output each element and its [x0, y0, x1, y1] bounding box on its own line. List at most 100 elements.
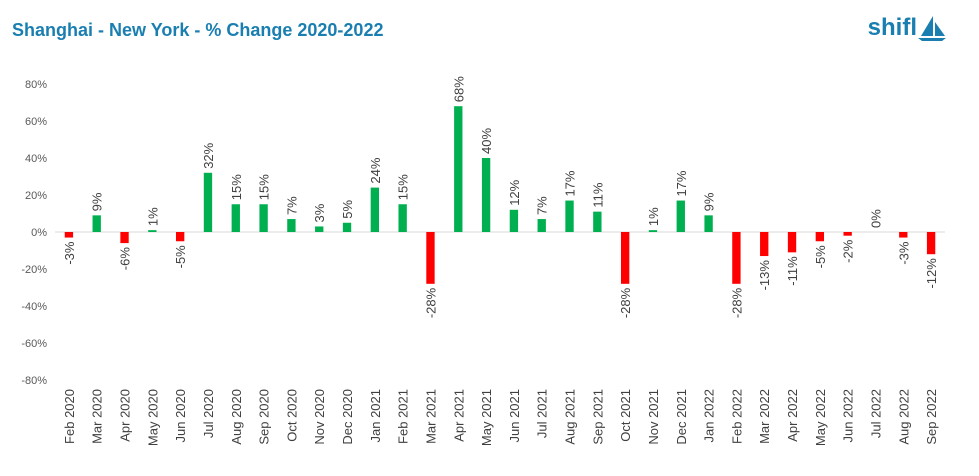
bar	[481, 158, 491, 232]
bar	[370, 187, 380, 232]
logo-text: shifl	[867, 14, 917, 41]
x-tick-label: Apr 2021	[451, 389, 466, 442]
y-tick-label: -20%	[21, 264, 47, 276]
y-tick-label: 20%	[25, 190, 47, 202]
data-label: 15%	[229, 174, 244, 200]
x-tick-label: Oct 2021	[618, 389, 633, 442]
data-label: 11%	[590, 182, 605, 207]
bar	[926, 232, 936, 255]
x-tick-label: Dec 2020	[340, 389, 355, 445]
data-label: 7%	[535, 196, 550, 215]
data-label: 0%	[868, 209, 883, 228]
data-labels: -3% 9% -6% 1% -5% 32% 15% 15% 7% 3% 5% 24% 15% -28% 68…	[62, 76, 939, 318]
x-tick-label: Aug 2021	[563, 389, 578, 445]
bar	[148, 230, 157, 232]
shifl-logo: shifl	[868, 14, 947, 42]
data-label: 15%	[396, 174, 411, 200]
data-label: 24%	[368, 157, 383, 183]
x-tick-label: May 2021	[479, 389, 494, 446]
data-label: -13%	[757, 260, 772, 291]
bar	[92, 215, 101, 232]
y-tick-label: 60%	[25, 116, 47, 128]
y-tick-label: -40%	[21, 301, 47, 313]
bars	[64, 106, 936, 284]
y-tick-label: -80%	[21, 375, 47, 387]
x-tick-label: Mar 2022	[757, 389, 772, 444]
bar	[620, 232, 630, 284]
data-label: -5%	[813, 245, 828, 269]
bar	[843, 232, 852, 236]
data-label: -6%	[118, 247, 133, 271]
x-tick-label: Jul 2021	[535, 389, 550, 438]
x-tick-label: Jan 2021	[368, 389, 383, 443]
bar	[454, 106, 463, 232]
data-label: -12%	[924, 258, 939, 289]
x-tick-label: Jul 2022	[868, 389, 883, 438]
data-label: 7%	[284, 196, 299, 215]
bar	[231, 204, 240, 232]
data-label: 5%	[340, 200, 355, 219]
data-label: 40%	[479, 128, 494, 154]
x-axis: Feb 2020 Mar 2020 Apr 2020 May 2020 Jun 2020…	[62, 389, 939, 446]
bar	[676, 200, 685, 232]
x-tick-label: Mar 2021	[423, 389, 438, 444]
x-tick-label: Nov 2021	[646, 389, 661, 445]
x-tick-label: Sep 2021	[590, 389, 605, 445]
y-axis: 80% 60% 40% 20% 0% -20% -40% -60% -80%	[21, 79, 945, 387]
bar	[899, 232, 908, 238]
data-label: -3%	[896, 241, 911, 265]
bar	[648, 230, 658, 232]
bar	[287, 219, 296, 232]
data-label: 32%	[201, 142, 216, 168]
data-label: 9%	[90, 192, 105, 211]
bar	[259, 204, 268, 232]
x-tick-label: Nov 2020	[312, 389, 327, 445]
x-tick-label: Sep 2020	[257, 389, 272, 445]
data-label: 15%	[257, 174, 272, 200]
x-tick-label: May 2022	[813, 389, 828, 446]
bar	[175, 232, 185, 242]
x-tick-label: Aug 2020	[229, 389, 244, 445]
bar	[342, 222, 352, 232]
x-tick-label: Jun 2022	[841, 389, 856, 443]
bar	[593, 211, 602, 232]
bar	[426, 232, 435, 284]
x-tick-label: Dec 2021	[674, 389, 689, 445]
bar	[815, 232, 825, 242]
x-tick-label: Jun 2021	[507, 389, 522, 443]
y-tick-label: -60%	[21, 338, 47, 350]
bar	[537, 219, 546, 232]
x-tick-label: Feb 2022	[729, 389, 744, 444]
x-tick-label: Jul 2020	[201, 389, 216, 438]
data-label: -5%	[173, 245, 188, 269]
data-label: -28%	[423, 287, 438, 318]
data-label: 1%	[646, 207, 661, 226]
x-tick-label: May 2020	[145, 389, 160, 446]
data-label: -2%	[841, 239, 856, 263]
bar	[203, 172, 213, 232]
bar	[120, 232, 129, 244]
data-label: 1%	[145, 207, 160, 226]
bar	[315, 226, 324, 232]
bar	[509, 209, 519, 232]
x-tick-label: Apr 2020	[118, 389, 133, 442]
data-label: 17%	[674, 170, 689, 196]
x-tick-label: Jun 2020	[173, 389, 188, 443]
chart-title: Shanghai - New York - % Change 2020-2022	[12, 20, 384, 40]
data-label: -11%	[785, 256, 800, 286]
y-tick-label: 80%	[25, 79, 47, 91]
data-label: -28%	[618, 287, 633, 318]
x-tick-label: Jan 2022	[702, 389, 717, 443]
y-tick-label: 0%	[31, 227, 47, 239]
bar	[760, 232, 769, 257]
data-label: 9%	[702, 192, 717, 211]
x-tick-label: Feb 2020	[62, 389, 77, 444]
x-tick-label: Sep 2022	[924, 389, 939, 445]
x-tick-label: Mar 2020	[90, 389, 105, 444]
data-label: 68%	[451, 76, 466, 102]
x-tick-label: Oct 2020	[284, 389, 299, 442]
data-label: -28%	[729, 287, 744, 318]
bar	[704, 215, 713, 232]
sail-boat-icon	[918, 16, 946, 41]
